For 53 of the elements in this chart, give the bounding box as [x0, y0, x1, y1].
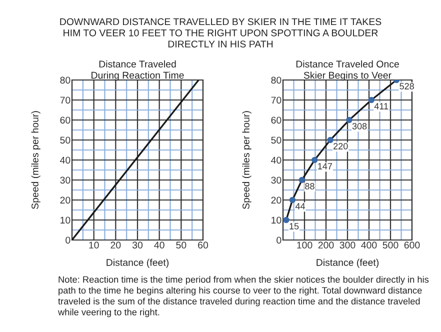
y-tick-label: 70 — [60, 96, 70, 104]
x-tick-label: 40 — [154, 242, 164, 249]
x-tick-label: 10 — [89, 242, 99, 249]
x-axis-title: Distance (feet) — [316, 258, 379, 268]
x-tick-label: 500 — [382, 242, 398, 249]
y-tick-label: 10 — [272, 216, 282, 224]
y-axis-title: Speed (miles per hour) — [31, 111, 40, 209]
y-tick-label: 80 — [271, 76, 282, 84]
y-tick-label: 10 — [60, 216, 70, 224]
annotation: 220 — [334, 143, 348, 150]
y-tick-label: 60 — [60, 116, 70, 124]
y-tick-label: 30 — [60, 176, 70, 184]
annotation: 411 — [374, 103, 388, 110]
y-tick-label: 50 — [271, 136, 282, 144]
y-tick-label: 0 — [66, 236, 70, 244]
x-tick-label: 600 — [404, 242, 420, 249]
y-tick-label: 30 — [271, 176, 282, 184]
x-tick-label: 300 — [340, 242, 356, 249]
annotation: 88 — [305, 183, 314, 190]
text: DOWNWARD DISTANCE TRAVELLED BY SKIER IN THE TIME IT TAKES HIM TO VEER 10 FEET TO THE RIGHT UPON SPOTTING A BOULDER DIRECTLY IN HIS PATH — [60, 18, 382, 48]
point — [312, 156, 318, 164]
point — [289, 196, 296, 204]
y-tick-label: 80 — [60, 76, 70, 84]
x-tick-label: 50 — [176, 242, 186, 249]
x-tick-label: 400 — [361, 242, 377, 249]
y-tick-label: 70 — [271, 96, 282, 104]
y-tick-label: 0 — [276, 236, 282, 244]
annotation: 147 — [318, 163, 332, 170]
x-axis-title: Distance (feet) — [106, 258, 169, 268]
point — [346, 116, 352, 124]
x-tick-label: 60 — [198, 242, 208, 249]
y-tick-label: 40 — [60, 156, 70, 164]
y-tick-label: 20 — [60, 196, 70, 204]
x-tick-label: 30 — [132, 242, 143, 249]
annotation: 528 — [400, 83, 414, 90]
point — [298, 176, 306, 184]
annotation: 44 — [295, 203, 306, 210]
chart-title: Distance Traveled During Reaction Time — [92, 60, 184, 81]
y-axis-title: Speed (miles per hour) — [242, 111, 252, 209]
point — [283, 216, 290, 224]
point — [327, 136, 334, 144]
annotation: 308 — [352, 123, 367, 130]
y-tick-label: 40 — [271, 156, 282, 164]
chart-title: Distance Traveled Once Skier Begins to Veer — [296, 60, 399, 81]
y-tick-label: 20 — [271, 196, 282, 204]
x-tick-label: 100 — [297, 242, 312, 249]
point — [368, 96, 374, 104]
annotation: 15 — [290, 223, 299, 230]
y-tick-label: 60 — [271, 116, 282, 124]
y-tick-label: 50 — [60, 136, 70, 144]
x-tick-label: 200 — [318, 242, 334, 249]
x-tick-label: 20 — [110, 242, 121, 249]
text: Note: Reaction time is the time period from when the skier notices the boulder directly in his path to the time he begins altering his course to veer to the right. Total downward distance traveled is the sum of the distance traveled during reaction time and the distance traveled while veering to the right. — [58, 276, 429, 318]
